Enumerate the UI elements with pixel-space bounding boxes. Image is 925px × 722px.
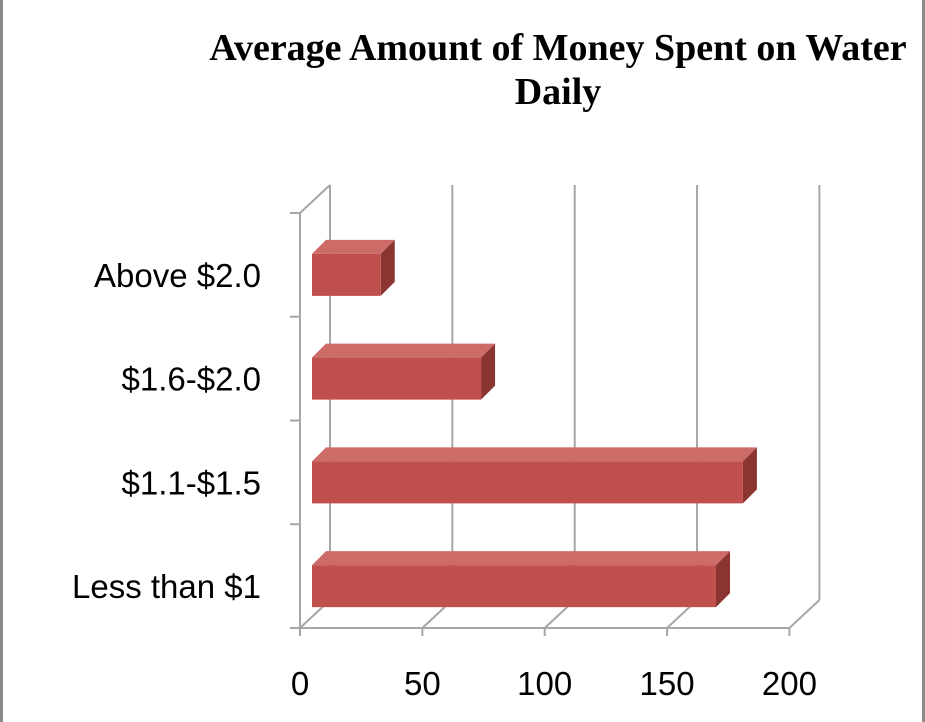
category-axis-labels: Less than $1 $1.1-$1.5 $1.6-$2.0 Above $2.0 bbox=[72, 257, 261, 605]
bar-front-face bbox=[312, 357, 482, 400]
bar-top-face bbox=[312, 239, 395, 254]
bar bbox=[312, 447, 757, 504]
value-tick-label: 150 bbox=[640, 665, 695, 702]
bar-side-face bbox=[742, 447, 757, 504]
bar-side-face bbox=[715, 551, 730, 608]
chart-title: Average Amount of Money Spent on Water D… bbox=[209, 27, 907, 113]
bar-front-face bbox=[312, 461, 743, 504]
floor-gridline bbox=[788, 599, 821, 629]
value-axis-labels: 0 50 100 150 200 bbox=[291, 665, 817, 702]
bar-series bbox=[312, 239, 757, 608]
bar bbox=[312, 343, 496, 400]
bar-top-face bbox=[312, 551, 730, 566]
category-label: $1.6-$2.0 bbox=[122, 361, 261, 398]
category-label: Less than $1 bbox=[72, 568, 261, 605]
bar-top-face bbox=[312, 447, 757, 462]
plot-grid bbox=[290, 184, 821, 636]
bar-side-face bbox=[481, 343, 496, 400]
value-tick-label: 0 bbox=[291, 665, 309, 702]
category-label: $1.1-$1.5 bbox=[122, 464, 261, 501]
category-label: Above $2.0 bbox=[94, 257, 261, 294]
bar-front-face bbox=[312, 253, 381, 296]
side-wall-edge bbox=[299, 184, 331, 214]
bar bbox=[312, 239, 395, 296]
bar-top-face bbox=[312, 343, 496, 358]
bar-front-face bbox=[312, 565, 716, 608]
bar-chart: Less than $1 $1.1-$1.5 $1.6-$2.0 Above $2.0… bbox=[72, 184, 821, 702]
value-tick-label: 50 bbox=[404, 665, 441, 702]
bar bbox=[312, 551, 730, 608]
value-tick-label: 200 bbox=[762, 665, 817, 702]
value-tick-label: 100 bbox=[517, 665, 572, 702]
bar-side-face bbox=[380, 239, 395, 296]
